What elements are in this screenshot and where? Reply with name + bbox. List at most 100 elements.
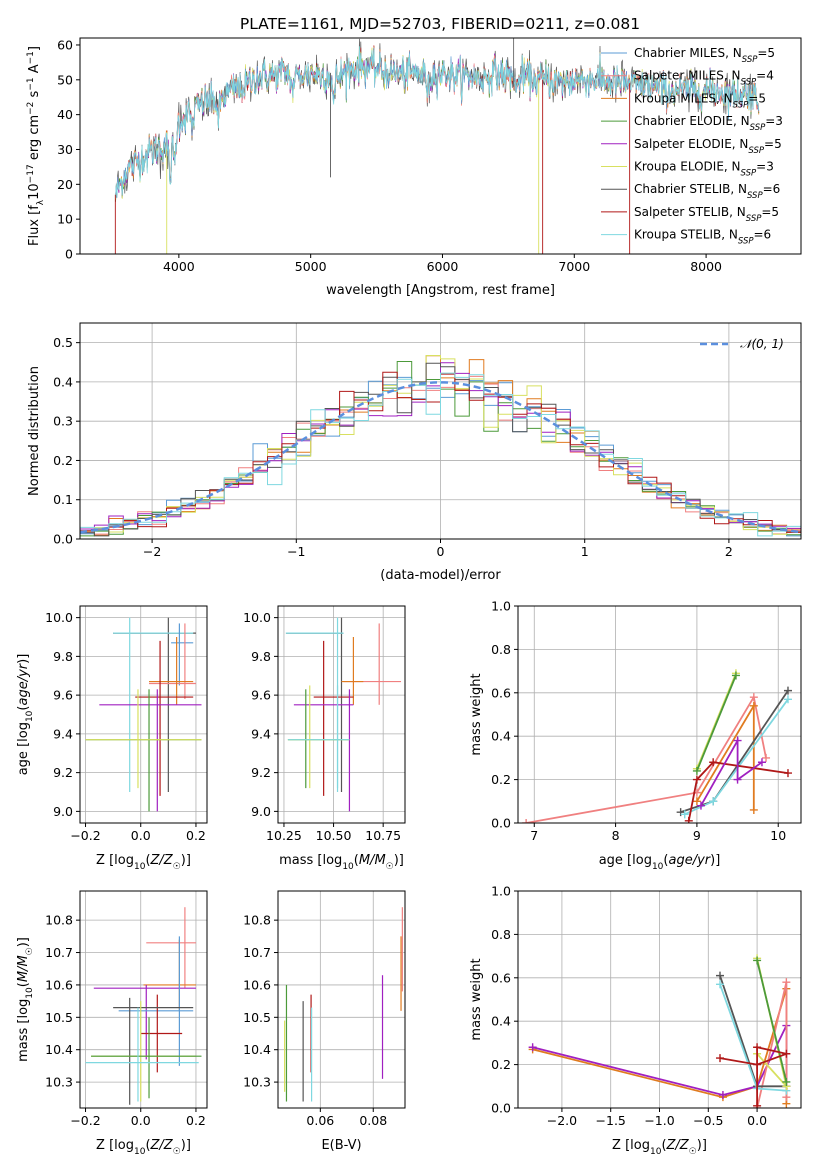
age-vs-mass-panel: 10.25 10.50 10.75 9.0 9.2 9.4 9.6 9.8 10.0 mass […: [243, 605, 406, 872]
weight-marker: [733, 736, 742, 745]
tick-label-x: 0.08: [359, 1113, 387, 1128]
tick-label-x: 0: [437, 544, 445, 559]
weight-marker: [749, 693, 758, 702]
x-axis-label: wavelength [Angstrom, rest frame]: [326, 283, 555, 298]
axes-frame: [79, 322, 802, 540]
axes-frame: [79, 890, 208, 1109]
tick-label-x: −2: [143, 544, 161, 559]
x-axis-label: Z [log10(Z/Z☉)]: [96, 1138, 191, 1157]
legend-entry: Kroupa STELIB, NSSP=6: [634, 228, 771, 247]
tick-label-x: 6000: [427, 259, 459, 274]
tick-label-y: 0.2: [491, 1057, 511, 1072]
tick-label-y: 9.6: [53, 688, 73, 703]
legend-entry: Chabrier STELIB, NSSP=6: [634, 182, 780, 201]
x-axis-label: Z [log10(Z/Z☉)]: [96, 853, 191, 872]
tick-label-x: 9: [693, 828, 701, 843]
tick-label-x: −1: [287, 544, 305, 559]
tick-label-x: 0.0: [747, 1113, 767, 1128]
x-axis-label: mass [log10(M/M☉)]: [279, 853, 404, 872]
tick-label-y: 60: [57, 37, 73, 52]
tick-label-y: 10.7: [45, 945, 73, 960]
weight-line: [525, 694, 767, 823]
axes-frame: [517, 890, 802, 1109]
legend-entry: Kroupa ELODIE, NSSP=3: [634, 160, 774, 179]
legend-entry: Kroupa MILES, NSSP=5: [634, 91, 766, 110]
tick-label-x: −0.2: [70, 1113, 100, 1128]
histogram-step: [80, 372, 801, 537]
tick-label-x: 8: [612, 828, 620, 843]
tick-label-y: 0.6: [491, 970, 511, 985]
axes-frame: [517, 605, 802, 824]
tick-label-y: 9.2: [251, 765, 271, 780]
weight-line: [756, 960, 788, 1083]
axes-frame: [79, 37, 802, 255]
tick-label-y: 0.0: [491, 816, 511, 831]
tick-label-y: 0.2: [491, 772, 511, 787]
tick-label-y: 20: [57, 177, 73, 192]
tick-label-y: 1.0: [491, 599, 511, 614]
weight-marker: [684, 816, 693, 823]
tick-label-y: 0.2: [53, 453, 73, 468]
tick-label-x: 4000: [163, 259, 195, 274]
legend-entry: Salpeter STELIB, NSSP=5: [634, 205, 779, 224]
tick-label-y: 0.6: [491, 685, 511, 700]
tick-label-y: 9.2: [53, 765, 73, 780]
weight-marker: [749, 701, 758, 710]
weight-marker: [753, 956, 762, 965]
weight-marker: [753, 1060, 762, 1069]
age-vs-Z-panel: −0.2 0.0 0.2 9.0 9.2 9.4 9.6 9.8 10.0 Z [log10(Z/…: [16, 605, 208, 872]
tick-label-x: 10.25: [266, 828, 302, 843]
weight-marker: [716, 980, 725, 989]
normal-curve: [80, 381, 801, 534]
tick-label-y: 30: [57, 142, 73, 157]
tick-label-y: 40: [57, 107, 73, 122]
tick-label-y: 0.4: [53, 374, 73, 389]
weight-line: [700, 737, 763, 807]
weight-marker: [522, 819, 531, 823]
weight-marker: [716, 1054, 725, 1063]
tick-label-x: 10.50: [316, 828, 352, 843]
axes-frame: [277, 890, 406, 1109]
tick-label-x: 0.06: [306, 1113, 334, 1128]
tick-label-y: 10.3: [243, 1075, 271, 1090]
tick-label-x: 2: [725, 544, 733, 559]
tick-label-y: 10.8: [243, 913, 271, 928]
tick-label-y: 10.4: [243, 1042, 271, 1057]
weight-marker: [749, 805, 758, 814]
tick-label-y: 9.6: [251, 688, 271, 703]
tick-label-y: 0.4: [491, 729, 511, 744]
tick-label-y: 10.0: [243, 610, 271, 625]
plot-area: [284, 907, 403, 1102]
weight-marker: [692, 775, 701, 784]
legend-entry: Chabrier ELODIE, NSSP=3: [634, 114, 783, 133]
tick-label-x: −0.5: [693, 1113, 723, 1128]
tick-label-y: 10.5: [243, 1010, 271, 1025]
tick-label-y: 10.7: [243, 945, 271, 960]
x-axis-label: (data-model)/error: [380, 568, 501, 583]
plot-area: [285, 617, 402, 812]
axes-frame: [79, 605, 208, 824]
tick-label-y: 10.3: [45, 1075, 73, 1090]
weight-marker: [680, 810, 689, 819]
tick-label-x: 0.0: [131, 828, 151, 843]
legend-entry: Chabrier MILES, NSSP=5: [634, 46, 775, 65]
histogram-panel: −2 −1 0 1 2 0.0 0.1 0.2 0.3 0.4 0.5 𝒩(0, 1) (data-mo…: [27, 322, 802, 583]
weight-marker: [709, 797, 718, 806]
weight-marker: [696, 801, 705, 810]
tick-label-y: 0.4: [491, 1014, 511, 1029]
weight-marker: [783, 769, 792, 778]
weight-marker: [676, 808, 685, 817]
weight-marker: [757, 758, 766, 767]
weight-line: [696, 675, 737, 772]
spectrum-line: [115, 46, 760, 198]
tick-label-x: 10: [770, 828, 786, 843]
tick-label-y: 0.8: [491, 642, 511, 657]
plot-area: [114, 38, 760, 254]
y-axis-label: Normed distribution: [27, 366, 42, 496]
weight-marker: [782, 978, 791, 987]
tick-label-x: 0.2: [186, 1113, 206, 1128]
weight-marker: [716, 971, 725, 980]
weight-marker: [731, 671, 740, 680]
tick-label-y: 0.0: [491, 1101, 511, 1116]
